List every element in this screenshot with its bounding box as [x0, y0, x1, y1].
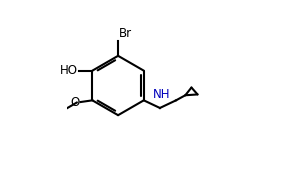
Text: Br: Br — [119, 27, 132, 40]
Text: O: O — [71, 96, 80, 109]
Text: HO: HO — [60, 64, 78, 77]
Text: NH: NH — [153, 88, 170, 101]
